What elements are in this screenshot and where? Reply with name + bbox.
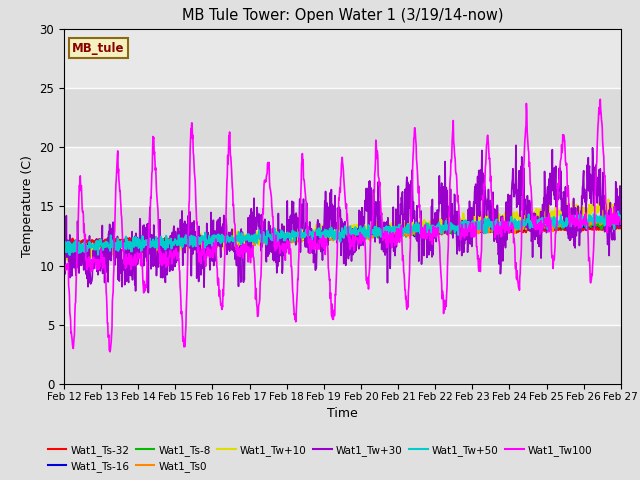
Wat1_Ts-16	[617, 222, 625, 228]
Wat1_Ts-32	[60, 239, 68, 245]
Wat1_Tw+30	[429, 241, 436, 247]
Wat1_Ts0	[608, 214, 616, 219]
Wat1_Tw+10	[68, 257, 76, 263]
Wat1_Tw+30	[551, 187, 559, 193]
Wat1_Ts-32	[72, 241, 80, 247]
Wat1_Ts-16	[171, 239, 179, 244]
Line: Wat1_Ts-8: Wat1_Ts-8	[64, 220, 621, 253]
Wat1_Tw100	[429, 224, 437, 229]
Wat1_Ts-8	[246, 236, 254, 242]
Wat1_Tw+10	[551, 208, 559, 214]
Wat1_Tw100	[246, 260, 254, 265]
Wat1_Tw+30	[170, 251, 178, 257]
Legend: Wat1_Ts-32, Wat1_Ts-16, Wat1_Ts-8, Wat1_Ts0, Wat1_Tw+10, Wat1_Tw+30, Wat1_Tw+50,: Wat1_Ts-32, Wat1_Ts-16, Wat1_Ts-8, Wat1_…	[44, 442, 596, 475]
Wat1_Ts-8	[60, 250, 68, 255]
Wat1_Tw+10	[605, 197, 612, 203]
Wat1_Ts-32	[184, 235, 192, 241]
Wat1_Tw+30	[512, 143, 520, 148]
Line: Wat1_Tw100: Wat1_Tw100	[64, 99, 621, 352]
Wat1_Tw+10	[171, 245, 179, 251]
Wat1_Ts-32	[617, 224, 625, 229]
Wat1_Ts-8	[429, 232, 437, 238]
Wat1_Tw+50	[551, 218, 559, 224]
Wat1_Ts-8	[551, 222, 559, 228]
Wat1_Tw+50	[66, 252, 74, 258]
Bar	[64, 206, 621, 265]
Wat1_Tw+50	[246, 238, 254, 244]
Wat1_Ts-16	[551, 223, 559, 228]
Wat1_Ts0	[184, 244, 192, 250]
Wat1_Ts-32	[429, 230, 437, 236]
Wat1_Ts-16	[429, 227, 437, 233]
Wat1_Tw+30	[502, 245, 509, 251]
Wat1_Ts-8	[171, 240, 179, 246]
Wat1_Ts0	[246, 241, 254, 247]
X-axis label: Time: Time	[327, 407, 358, 420]
Wat1_Ts-8	[61, 251, 69, 256]
Line: Wat1_Tw+10: Wat1_Tw+10	[64, 200, 621, 260]
Wat1_Ts0	[171, 243, 179, 249]
Wat1_Tw100	[106, 349, 114, 355]
Line: Wat1_Ts-16: Wat1_Ts-16	[64, 222, 621, 249]
Wat1_Ts0	[92, 254, 100, 260]
Wat1_Tw+10	[246, 231, 254, 237]
Line: Wat1_Ts0: Wat1_Ts0	[64, 216, 621, 257]
Wat1_Ts-16	[607, 219, 614, 225]
Wat1_Ts-16	[502, 227, 509, 233]
Wat1_Ts-32	[551, 227, 559, 232]
Wat1_Ts-16	[184, 240, 192, 245]
Wat1_Tw+50	[184, 243, 192, 249]
Wat1_Tw+10	[617, 207, 625, 213]
Wat1_Ts-16	[81, 246, 89, 252]
Wat1_Ts0	[429, 228, 437, 233]
Wat1_Tw+30	[184, 223, 191, 228]
Wat1_Tw+30	[246, 212, 254, 218]
Wat1_Tw+50	[502, 221, 509, 227]
Wat1_Tw+50	[614, 209, 622, 215]
Wat1_Tw+10	[502, 218, 509, 224]
Wat1_Tw+50	[171, 239, 179, 245]
Wat1_Ts0	[60, 247, 68, 253]
Wat1_Ts0	[551, 222, 559, 228]
Wat1_Tw+50	[617, 218, 625, 224]
Line: Wat1_Tw+30: Wat1_Tw+30	[64, 145, 621, 297]
Wat1_Tw+50	[429, 223, 437, 228]
Wat1_Ts-8	[184, 240, 192, 246]
Wat1_Tw100	[60, 263, 68, 268]
Line: Wat1_Tw+50: Wat1_Tw+50	[64, 212, 621, 255]
Line: Wat1_Ts-32: Wat1_Ts-32	[64, 226, 621, 244]
Wat1_Tw100	[171, 251, 179, 256]
Wat1_Tw100	[617, 221, 625, 227]
Wat1_Ts-32	[606, 223, 614, 228]
Wat1_Tw+10	[60, 243, 68, 249]
Wat1_Tw+50	[60, 245, 68, 251]
Wat1_Tw+30	[60, 294, 68, 300]
Wat1_Tw+30	[617, 206, 625, 212]
Wat1_Tw100	[502, 220, 509, 226]
Text: MB_tule: MB_tule	[72, 42, 125, 55]
Wat1_Ts-32	[246, 235, 254, 240]
Title: MB Tule Tower: Open Water 1 (3/19/14-now): MB Tule Tower: Open Water 1 (3/19/14-now…	[182, 9, 503, 24]
Wat1_Tw100	[184, 232, 192, 238]
Wat1_Ts-16	[246, 236, 254, 241]
Wat1_Tw+10	[184, 245, 192, 251]
Bar	[64, 325, 621, 384]
Wat1_Ts0	[617, 216, 625, 222]
Y-axis label: Temperature (C): Temperature (C)	[21, 156, 34, 257]
Wat1_Ts-16	[60, 244, 68, 250]
Wat1_Ts-8	[609, 217, 616, 223]
Wat1_Ts-32	[502, 228, 509, 233]
Bar	[64, 88, 621, 147]
Wat1_Ts-8	[502, 228, 509, 234]
Wat1_Tw100	[596, 96, 604, 102]
Wat1_Ts-32	[171, 239, 179, 244]
Wat1_Tw+10	[429, 222, 437, 228]
Wat1_Tw100	[551, 244, 559, 250]
Wat1_Ts0	[502, 226, 509, 232]
Wat1_Ts-8	[617, 217, 625, 223]
